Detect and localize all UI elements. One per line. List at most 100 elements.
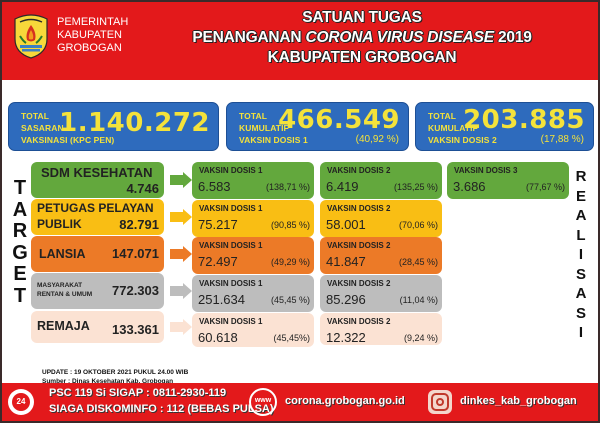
realisasi-petugas-dosis-2: VAKSIN DOSIS 2 58.001 (70,06 %) xyxy=(320,200,442,237)
update-timestamp: UPDATE : 19 OKTOBER 2021 PUKUL 24.00 WIB xyxy=(42,369,189,376)
instagram-icon xyxy=(428,390,452,414)
realisasi-label: VAKSIN DOSIS 2 xyxy=(327,279,391,288)
realisasi-label: VAKSIN DOSIS 1 xyxy=(199,279,263,288)
category-name: SDM KESEHATAN xyxy=(41,165,153,180)
category-masyarakat-rentan-umum: MASYARAKAT RENTAN & UMUM 772.303 xyxy=(31,273,164,309)
realisasi-sdm-dosis-2: VAKSIN DOSIS 2 6.419 (135,25 %) xyxy=(320,162,442,199)
category-sdm-kesehatan: SDM KESEHATAN 4.746 xyxy=(31,162,164,198)
category-target: 147.071 xyxy=(112,246,159,261)
update-note: UPDATE : 19 OKTOBER 2021 PUKUL 24.00 WIB… xyxy=(42,368,188,386)
realisasi-sdm-dosis-1: VAKSIN DOSIS 1 6.583 (138,71 %) xyxy=(192,162,314,199)
realisasi-value: 12.322 xyxy=(326,330,366,345)
arrow-right-icon xyxy=(170,319,194,335)
phone-24h-icon: 24 xyxy=(8,389,34,415)
realisasi-label: VAKSIN DOSIS 2 xyxy=(327,241,391,250)
stat-value: 203.885 xyxy=(463,105,585,135)
realisasi-letter: E xyxy=(575,187,586,205)
realisasi-value: 3.686 xyxy=(453,179,486,194)
realisasi-value: 72.497 xyxy=(198,254,238,269)
title-line-2-italic: CORONA VIRUS DISEASE xyxy=(305,29,495,46)
realisasi-label: VAKSIN DOSIS 1 xyxy=(199,241,263,250)
realisasi-value: 6.583 xyxy=(198,179,231,194)
realisasi-letter: L xyxy=(576,226,586,244)
category-name: PUBLIK xyxy=(37,217,82,231)
category-target: 133.361 xyxy=(112,322,159,337)
realisasi-value: 251.634 xyxy=(198,292,245,307)
realisasi-masyarakat-dosis-1: VAKSIN DOSIS 1 251.634 (45,45 %) xyxy=(192,275,314,312)
stat-percent: (17,88 %) xyxy=(540,134,584,145)
arrow-right-icon xyxy=(170,209,194,225)
footer-banner: 24 PSC 119 Si SIGAP : 0811-2930-119 SIAG… xyxy=(2,383,598,421)
title-line-2-pre: PENANGANAN xyxy=(192,29,306,46)
globe-www-icon-label: www xyxy=(254,397,272,404)
realisasi-percent: (11,04 %) xyxy=(399,295,438,305)
grobogan-regency-logo-icon xyxy=(14,14,48,59)
stat-label-line: SASARAN xyxy=(21,123,64,133)
stat-total-sasaran: TOTAL SASARAN VAKSINASI (KPC PEN) 1.140.… xyxy=(8,102,219,151)
stat-label-line: KUMULATIF xyxy=(239,123,289,133)
realisasi-letter: A xyxy=(575,207,587,224)
realisasi-letter: S xyxy=(575,265,586,283)
realisasi-remaja-dosis-2: VAKSIN DOSIS 2 12.322 (9,24 %) xyxy=(320,313,442,345)
title-line-2: PENANGANAN CORONA VIRUS DISEASE 2019 xyxy=(142,28,582,48)
realisasi-letter: I xyxy=(578,246,584,263)
realisasi-percent: (90,85 %) xyxy=(270,220,310,230)
target-letter: T xyxy=(13,177,27,199)
stat-label-line: TOTAL xyxy=(239,111,268,121)
website-link[interactable]: corona.grobogan.go.id xyxy=(285,395,405,407)
hotline-diskominfo: SIAGA DISKOMINFO : 112 (BEBAS PULSA) xyxy=(49,403,274,415)
realisasi-letter: A xyxy=(575,285,587,302)
realisasi-label: VAKSIN DOSIS 1 xyxy=(199,317,263,326)
stat-label-line: VAKSINASI (KPC PEN) xyxy=(21,135,115,145)
stat-label-line: VAKSIN DOSIS 2 xyxy=(428,135,497,145)
realisasi-label: VAKSIN DOSIS 2 xyxy=(327,204,391,213)
realisasi-label: VAKSIN DOSIS 3 xyxy=(454,166,518,175)
gov-line-2: KABUPATEN xyxy=(57,29,122,41)
realisasi-percent: (45,45 %) xyxy=(270,295,310,305)
realisasi-sdm-dosis-3: VAKSIN DOSIS 3 3.686 (77,67 %) xyxy=(447,162,569,199)
title-line-1: SATUAN TUGAS xyxy=(302,9,422,26)
stat-label: TOTAL KUMULATIF VAKSIN DOSIS 2 xyxy=(428,110,497,146)
target-letter: R xyxy=(12,220,28,242)
category-name: MASYARAKAT RENTAN & UMUM xyxy=(37,281,92,299)
phone-24h-icon-label: 24 xyxy=(12,393,30,411)
realisasi-percent: (70,06 %) xyxy=(398,220,438,230)
realisasi-lansia-dosis-2: VAKSIN DOSIS 2 41.847 (28,45 %) xyxy=(320,237,442,274)
realisasi-percent: (138,71 %) xyxy=(265,182,310,192)
realisasi-value: 75.217 xyxy=(198,217,238,232)
realisasi-percent: (77,67 %) xyxy=(525,182,565,192)
target-letter: T xyxy=(13,284,27,307)
stat-total-dosis-2: TOTAL KUMULATIF VAKSIN DOSIS 2 203.885 (… xyxy=(415,102,594,151)
realisasi-percent: (135,25 %) xyxy=(393,182,438,192)
realisasi-lansia-dosis-1: VAKSIN DOSIS 1 72.497 (49,29 %) xyxy=(192,237,314,274)
stat-value: 466.549 xyxy=(278,105,400,135)
stat-label-line: KUMULATIF xyxy=(428,123,478,133)
realisasi-label: VAKSIN DOSIS 2 xyxy=(327,317,391,326)
realisasi-masyarakat-dosis-2: VAKSIN DOSIS 2 85.296 (11,04 %) xyxy=(320,275,442,312)
category-name-line: RENTAN & UMUM xyxy=(37,291,93,298)
globe-www-icon: www xyxy=(249,388,277,416)
realisasi-value: 85.296 xyxy=(326,292,366,307)
instagram-handle[interactable]: dinkes_kab_grobogan xyxy=(460,395,577,407)
category-remaja: REMAJA 133.361 xyxy=(31,311,164,343)
gov-line-1: PEMERINTAH xyxy=(57,16,129,28)
stat-percent: (40,92 %) xyxy=(355,134,399,145)
category-name: REMAJA xyxy=(37,319,90,333)
government-name: PEMERINTAH KABUPATEN GROBOGAN xyxy=(57,16,128,55)
category-lansia: LANSIA 147.071 xyxy=(31,236,164,272)
realisasi-letter: S xyxy=(575,304,586,322)
stat-label: TOTAL SASARAN VAKSINASI (KPC PEN) xyxy=(21,110,114,146)
gov-line-3: GROBOGAN xyxy=(57,42,122,54)
realisasi-label: VAKSIN DOSIS 1 xyxy=(199,204,263,213)
arrow-right-icon xyxy=(170,283,194,299)
realisasi-value: 58.001 xyxy=(326,217,366,232)
realisasi-percent: (28,45 %) xyxy=(398,257,438,267)
title-line-2-post: 2019 xyxy=(493,29,532,46)
realisasi-letter: R xyxy=(575,168,587,185)
category-name: PETUGAS PELAYAN xyxy=(37,201,154,215)
category-name: LANSIA xyxy=(39,247,86,261)
target-letter: E xyxy=(13,263,27,285)
realisasi-value: 60.618 xyxy=(198,330,238,345)
target-letter: A xyxy=(12,198,28,221)
title-line-3: KABUPATEN GROBOGAN xyxy=(267,49,457,66)
